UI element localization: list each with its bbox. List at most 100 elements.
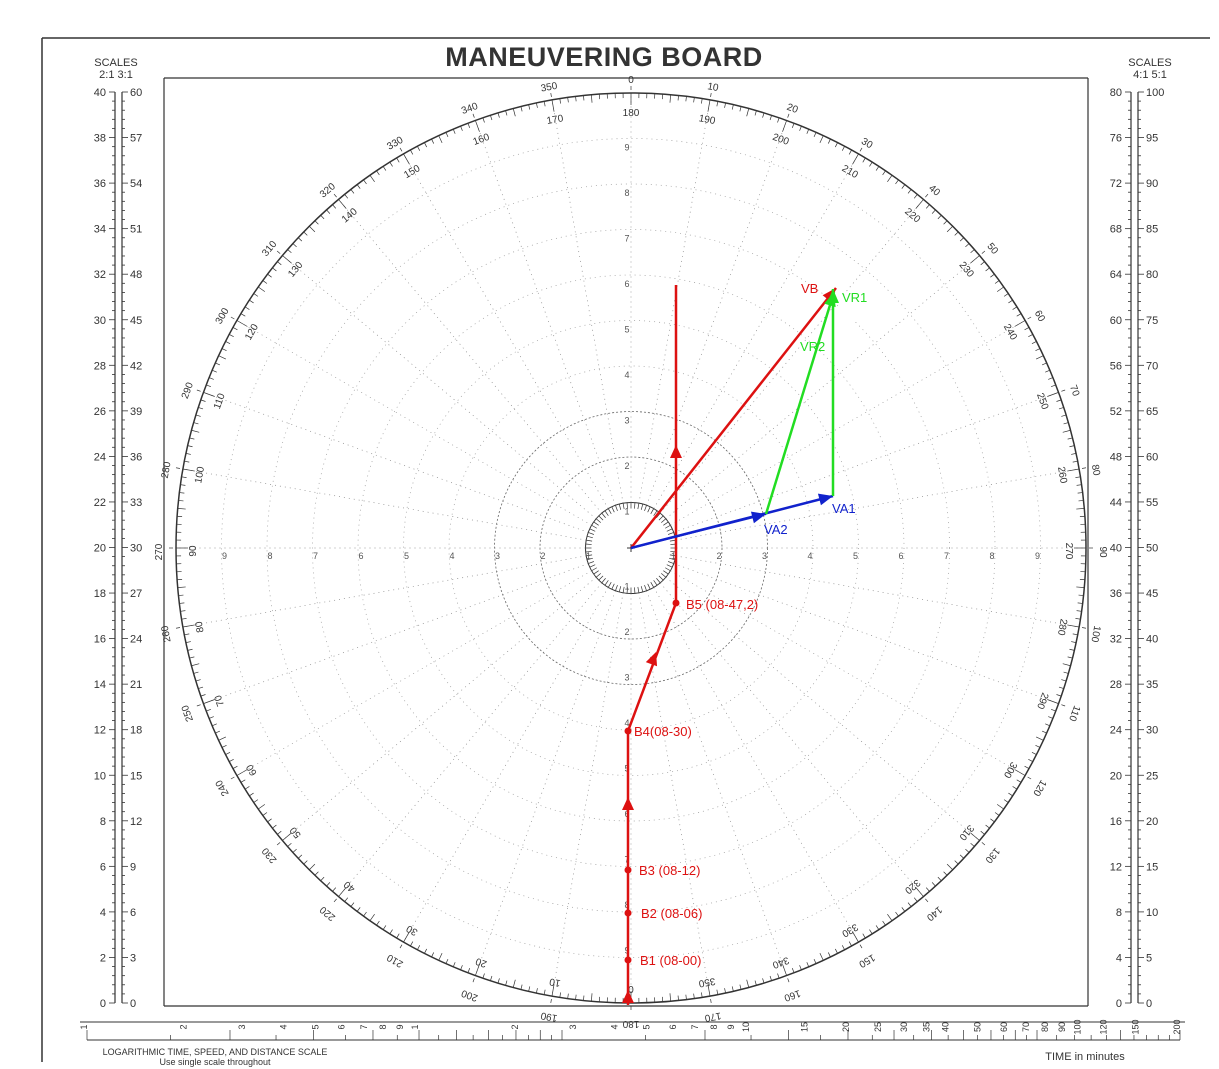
degree-tick bbox=[184, 460, 190, 463]
center-ring-tick bbox=[626, 587, 628, 594]
degree-tick bbox=[1069, 648, 1075, 651]
right-scale-label-b: 0 bbox=[1146, 998, 1152, 1010]
degree-tick bbox=[946, 863, 953, 870]
range-label-west: 2 bbox=[540, 551, 545, 561]
degree-tick bbox=[1008, 792, 1013, 797]
outer-bearing-label: 350 bbox=[540, 81, 559, 95]
degree-tick-outer bbox=[787, 113, 790, 118]
outer-bearing-label: 270 bbox=[154, 543, 165, 560]
right-scale-label-b: 15 bbox=[1146, 861, 1158, 873]
degree-tick bbox=[403, 153, 410, 165]
degree-tick bbox=[559, 98, 561, 104]
degree-tick bbox=[762, 978, 765, 984]
degree-tick bbox=[901, 907, 906, 912]
degree-tick bbox=[460, 965, 463, 970]
degree-tick bbox=[396, 933, 400, 939]
degree-tick bbox=[1016, 313, 1022, 317]
bearing-ray bbox=[282, 255, 597, 520]
degree-tick bbox=[869, 929, 873, 935]
center-ring-tick bbox=[591, 567, 597, 572]
degree-tick bbox=[417, 146, 421, 151]
degree-tick bbox=[1058, 407, 1064, 410]
log-tick-label: 50 bbox=[973, 1022, 983, 1032]
degree-tick bbox=[376, 920, 380, 926]
left-scale-label-a: 30 bbox=[94, 315, 106, 327]
degree-tick bbox=[193, 671, 199, 674]
degree-tick bbox=[218, 736, 227, 741]
outer-bearing-label: 180 bbox=[622, 1018, 639, 1029]
track-direction-arrow bbox=[622, 797, 634, 810]
outer-bearing-label: 190 bbox=[540, 1009, 559, 1023]
degree-tick bbox=[178, 500, 184, 502]
center-ring-tick bbox=[618, 503, 622, 510]
range-label-west: 7 bbox=[313, 551, 318, 561]
outer-bearing-label: 100 bbox=[1088, 625, 1102, 644]
degree-tick bbox=[985, 267, 990, 272]
left-scale-label-b: 24 bbox=[130, 634, 142, 646]
degree-tick bbox=[187, 648, 193, 651]
degree-tick bbox=[1003, 799, 1009, 803]
track-point bbox=[624, 909, 632, 917]
left-scale-label-b: 30 bbox=[130, 543, 142, 555]
inner-bearing-label: 200 bbox=[771, 132, 791, 148]
center-ring-tick bbox=[667, 561, 674, 564]
degree-tick bbox=[551, 99, 555, 112]
log-tick-label: 80 bbox=[1040, 1022, 1050, 1032]
center-ring-tick bbox=[615, 584, 618, 591]
log-tick-label: 6 bbox=[668, 1024, 678, 1029]
outer-bearing-label: 20 bbox=[785, 102, 800, 116]
degree-tick bbox=[229, 334, 234, 338]
left-scale-label-a: 2 bbox=[100, 952, 106, 964]
degree-tick bbox=[827, 138, 831, 144]
log-tick-label: 5 bbox=[642, 1024, 652, 1029]
degree-tick bbox=[701, 98, 703, 104]
degree-tick bbox=[253, 293, 259, 297]
degree-tick bbox=[438, 135, 443, 144]
degree-tick bbox=[1071, 641, 1077, 643]
bearing-ray bbox=[646, 120, 787, 506]
center-ring-tick bbox=[615, 505, 618, 512]
inner-bearing-label: 60 bbox=[244, 762, 259, 778]
degree-tick bbox=[1028, 758, 1033, 762]
bearing-ray bbox=[403, 153, 609, 509]
degree-tick bbox=[490, 975, 493, 981]
outer-bearing-label: 80 bbox=[1089, 464, 1102, 477]
degree-tick-outer bbox=[196, 704, 201, 707]
center-ring-tick bbox=[644, 505, 647, 512]
degree-tick-outer bbox=[1061, 389, 1066, 392]
inner-bearing-label: 20 bbox=[474, 955, 489, 969]
degree-tick bbox=[739, 106, 742, 112]
range-ring bbox=[221, 138, 1041, 958]
degree-tick bbox=[882, 170, 886, 176]
degree-tick bbox=[369, 175, 375, 183]
degree-tick bbox=[959, 854, 965, 859]
left-scale-label-a: 8 bbox=[100, 816, 106, 828]
outer-frame bbox=[41, 37, 1210, 1062]
degree-tick bbox=[262, 812, 268, 816]
degree-tick bbox=[677, 995, 679, 1001]
range-label-east: 4 bbox=[807, 551, 812, 561]
va2-vector-line bbox=[630, 513, 767, 549]
degree-tick bbox=[1031, 341, 1037, 345]
bearing-ray bbox=[675, 468, 1080, 541]
right-scale-label-a: 56 bbox=[1110, 360, 1122, 372]
log-tick-label: 3 bbox=[237, 1024, 247, 1029]
degree-tick bbox=[954, 231, 959, 236]
vb-vector-line bbox=[630, 287, 837, 549]
degree-tick bbox=[350, 189, 355, 194]
range-label-east: 2 bbox=[716, 551, 721, 561]
degree-tick-outer bbox=[1061, 704, 1066, 707]
degree-tick bbox=[543, 101, 546, 107]
degree-tick bbox=[931, 882, 936, 887]
center-ring-tick bbox=[653, 510, 658, 516]
bearing-ray bbox=[551, 592, 624, 997]
degree-tick bbox=[1067, 437, 1073, 440]
degree-tick bbox=[206, 708, 212, 712]
bearing-ray bbox=[282, 576, 597, 841]
degree-tick bbox=[937, 876, 942, 882]
degree-tick bbox=[575, 96, 577, 102]
degree-tick bbox=[907, 902, 912, 907]
left-scale-label-a: 28 bbox=[94, 360, 106, 372]
degree-tick-outer bbox=[1027, 776, 1032, 780]
